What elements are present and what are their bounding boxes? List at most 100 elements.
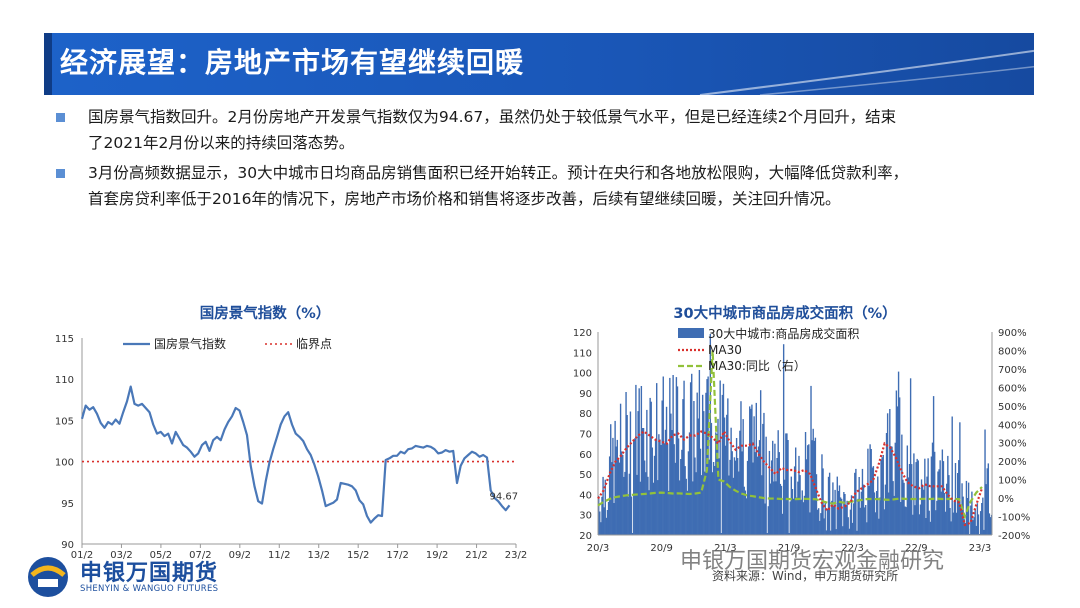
area-bar bbox=[625, 392, 627, 535]
area-bar bbox=[914, 505, 916, 535]
area-bar bbox=[744, 490, 747, 535]
area-bar bbox=[612, 437, 614, 535]
y-tick-label: 110 bbox=[55, 375, 74, 386]
area-bar bbox=[874, 512, 877, 535]
area-bar bbox=[661, 400, 663, 535]
area-bar bbox=[949, 508, 951, 535]
area-bar bbox=[853, 503, 855, 535]
area-bar bbox=[738, 471, 740, 535]
area-bar bbox=[653, 455, 656, 535]
area-bar bbox=[745, 498, 748, 535]
y-tick-label: 95 bbox=[61, 499, 74, 510]
area-bar bbox=[732, 477, 735, 535]
area-bar bbox=[757, 446, 760, 535]
area-bar bbox=[755, 402, 757, 535]
area-bar bbox=[886, 413, 889, 535]
area-bar bbox=[944, 511, 947, 535]
area-bar bbox=[880, 459, 882, 535]
area-bar bbox=[809, 512, 811, 535]
area-bar bbox=[665, 406, 668, 535]
area-bar bbox=[823, 518, 825, 535]
area-bar bbox=[946, 483, 948, 535]
area-bar bbox=[682, 399, 684, 535]
x-tick-label: 21/3 bbox=[714, 543, 736, 554]
area-bar bbox=[866, 522, 868, 535]
x-tick-label: 19/2 bbox=[426, 550, 448, 561]
area-bar bbox=[623, 476, 625, 535]
area-bar bbox=[627, 496, 629, 535]
area-bar bbox=[937, 471, 939, 535]
y-tick-label: 105 bbox=[55, 416, 74, 427]
area-bar bbox=[764, 503, 766, 535]
area-bar bbox=[714, 466, 716, 535]
area-bar bbox=[693, 401, 695, 535]
legend-label-index: 国房景气指数 bbox=[154, 336, 226, 351]
area-bar bbox=[951, 416, 953, 535]
bullet-marker bbox=[56, 113, 65, 122]
x-tick-label: 07/2 bbox=[189, 550, 211, 561]
area-bar bbox=[664, 429, 667, 535]
area-bar bbox=[847, 517, 849, 535]
area-bar bbox=[860, 491, 863, 535]
area-bar bbox=[908, 464, 911, 535]
area-bar bbox=[603, 507, 605, 535]
area-bar bbox=[767, 506, 770, 535]
y-tick-label: 110 bbox=[573, 348, 592, 359]
area-bar bbox=[674, 462, 676, 535]
y-tick-label: 60 bbox=[579, 450, 592, 461]
y2-tick-label: 900% bbox=[998, 328, 1027, 339]
y2-tick-label: 200% bbox=[998, 457, 1027, 468]
area-bar bbox=[598, 495, 600, 535]
area-bar bbox=[641, 428, 644, 535]
area-bar bbox=[633, 441, 635, 535]
area-bar bbox=[815, 474, 818, 535]
area-bar bbox=[987, 463, 990, 535]
area-bar bbox=[929, 521, 932, 535]
area-bar bbox=[749, 406, 751, 535]
area-bar bbox=[678, 480, 681, 535]
area-bar bbox=[903, 482, 905, 535]
area-bar bbox=[812, 428, 814, 535]
area-bar bbox=[857, 498, 859, 535]
area-bar bbox=[863, 507, 866, 535]
area-bar bbox=[691, 373, 693, 535]
area-bar bbox=[680, 459, 682, 535]
area-bar bbox=[889, 409, 891, 535]
area-bar bbox=[618, 462, 621, 535]
area-bar bbox=[652, 482, 655, 535]
y-tick-label: 70 bbox=[579, 430, 592, 441]
area-bar bbox=[884, 484, 887, 535]
area-bar bbox=[610, 424, 612, 535]
area-bar bbox=[797, 481, 799, 535]
x-tick-label: 09/2 bbox=[229, 550, 251, 561]
y2-tick-label: 400% bbox=[998, 420, 1027, 431]
area-bar bbox=[868, 485, 870, 535]
y-tick-label: 20 bbox=[579, 531, 592, 542]
x-tick-label: 20/3 bbox=[587, 543, 609, 554]
x-tick-label: 21/2 bbox=[465, 550, 487, 561]
area-bar bbox=[647, 476, 649, 535]
area-bar bbox=[636, 474, 638, 535]
area-bar bbox=[710, 422, 713, 535]
title-banner: 经济展望：房地产市场有望继续回暖 bbox=[44, 33, 1034, 95]
area-bar bbox=[706, 379, 708, 535]
area-bar bbox=[698, 370, 701, 535]
area-bar bbox=[604, 479, 606, 535]
area-bar bbox=[695, 472, 697, 535]
x-tick-label: 23/2 bbox=[505, 550, 527, 561]
y-tick-label: 80 bbox=[579, 409, 592, 420]
area-bar bbox=[766, 533, 768, 535]
area-bar bbox=[926, 476, 928, 535]
area-bar bbox=[878, 518, 880, 535]
area-bar bbox=[630, 496, 633, 535]
area-bar bbox=[907, 477, 910, 535]
watermark-text: 申银万国期货宏观金融研究 bbox=[680, 549, 945, 574]
area-bar bbox=[836, 476, 838, 535]
area-bar bbox=[724, 445, 727, 535]
area-bar bbox=[855, 468, 857, 535]
bullet-2-line-1: 3月份高频数据显示，30大中城市日均商品房销售面积已经开始转正。预计在央行和各地… bbox=[88, 164, 909, 182]
area-bar bbox=[712, 462, 715, 535]
area-bar bbox=[620, 451, 623, 535]
area-bar bbox=[802, 502, 805, 535]
